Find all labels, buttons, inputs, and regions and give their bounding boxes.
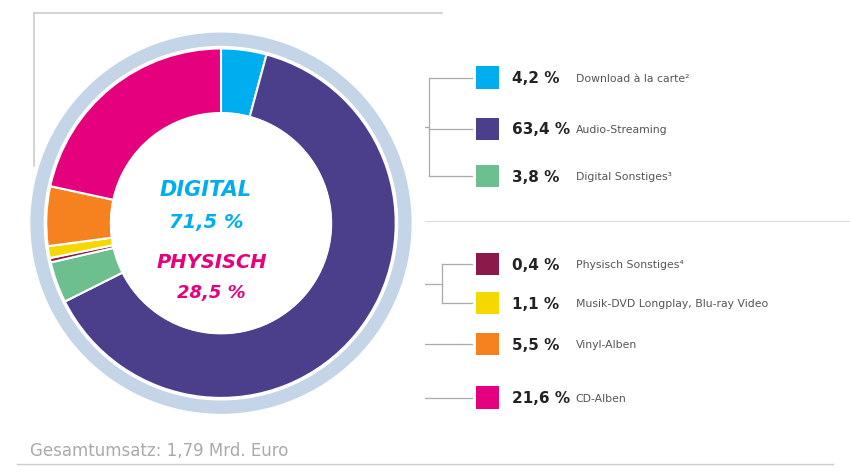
Text: 3,8 %: 3,8 % — [512, 169, 559, 184]
Text: Musik-DVD Longplay, Blu-ray Video: Musik-DVD Longplay, Blu-ray Video — [576, 298, 768, 308]
Wedge shape — [50, 246, 114, 263]
Text: DIGITAL: DIGITAL — [160, 179, 252, 199]
Bar — [476, 253, 499, 276]
Text: Download à la carte²: Download à la carte² — [576, 73, 689, 83]
Text: Physisch Sonstiges⁴: Physisch Sonstiges⁴ — [576, 260, 683, 269]
Wedge shape — [221, 50, 267, 118]
Wedge shape — [46, 187, 113, 247]
Wedge shape — [65, 55, 396, 398]
Text: 28,5 %: 28,5 % — [177, 283, 246, 301]
Text: 0,4 %: 0,4 % — [512, 257, 559, 272]
Text: Gesamtumsatz: 1,79 Mrd. Euro: Gesamtumsatz: 1,79 Mrd. Euro — [30, 441, 288, 459]
Text: 71,5 %: 71,5 % — [168, 212, 243, 231]
Bar — [476, 67, 499, 89]
Text: 5,5 %: 5,5 % — [512, 337, 559, 352]
Text: Vinyl-Alben: Vinyl-Alben — [576, 339, 638, 349]
Bar — [476, 387, 499, 409]
Text: 4,2 %: 4,2 % — [512, 71, 559, 86]
Circle shape — [31, 34, 411, 413]
Text: 21,6 %: 21,6 % — [512, 390, 570, 405]
Text: 63,4 %: 63,4 % — [512, 122, 570, 137]
Bar — [476, 292, 499, 315]
Circle shape — [44, 48, 398, 400]
Text: PHYSISCH: PHYSISCH — [156, 252, 267, 271]
Bar — [476, 119, 499, 141]
Circle shape — [110, 114, 332, 334]
Text: Audio-Streaming: Audio-Streaming — [576, 125, 667, 135]
Wedge shape — [51, 248, 122, 302]
Text: Digital Sonstiges³: Digital Sonstiges³ — [576, 172, 672, 182]
Wedge shape — [50, 50, 221, 200]
Text: 1,1 %: 1,1 % — [512, 296, 559, 311]
Text: CD-Alben: CD-Alben — [576, 393, 626, 403]
Bar — [476, 165, 499, 188]
Bar — [476, 333, 499, 356]
Wedge shape — [48, 238, 113, 258]
